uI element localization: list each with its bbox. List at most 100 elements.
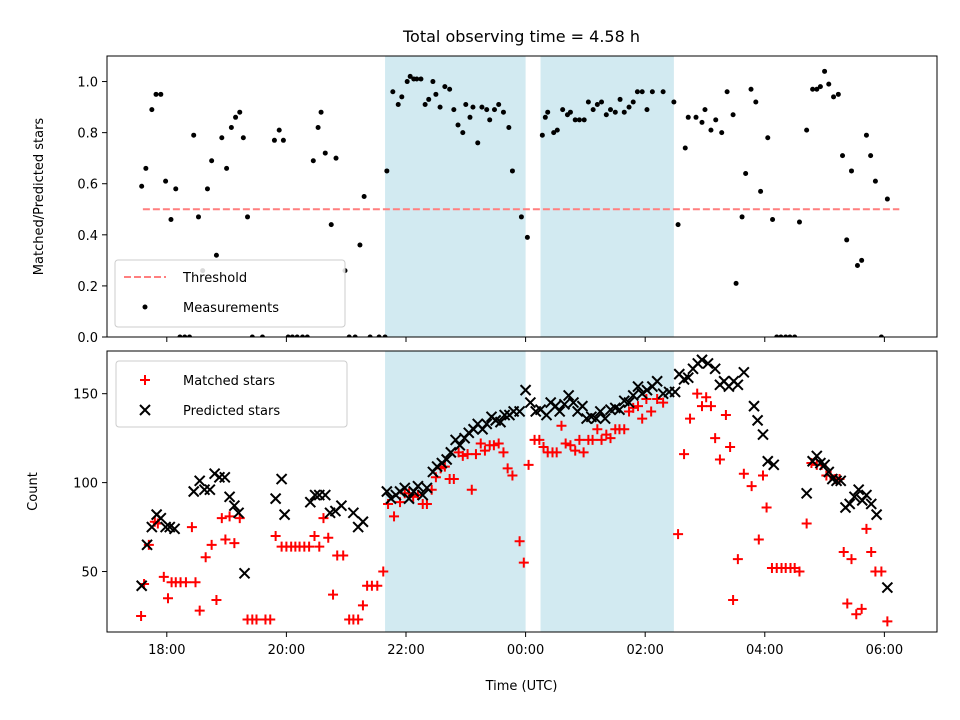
predicted-star-marker <box>399 482 411 494</box>
matched-star-marker <box>462 449 473 460</box>
measurement-point <box>743 171 749 177</box>
matched-star-marker <box>534 434 545 445</box>
predicted-star-marker <box>709 363 721 375</box>
measurement-point <box>675 222 681 228</box>
y-tick-label: 150 <box>73 388 98 403</box>
measurement-point <box>804 127 810 133</box>
matched-star-marker <box>216 513 227 524</box>
measurement-point <box>177 334 183 337</box>
predicted-star-marker <box>494 416 507 428</box>
matched-star-marker <box>194 605 205 616</box>
matched-star-marker <box>846 554 857 565</box>
matched-star-marker <box>592 424 603 435</box>
predicted-star-marker <box>519 384 532 396</box>
matched-star-marker <box>323 532 334 543</box>
legend-box <box>115 360 348 428</box>
matched-star-marker <box>658 397 669 408</box>
matched-star-marker <box>357 600 368 611</box>
matched-star-marker <box>720 410 731 421</box>
measurement-point <box>630 99 636 105</box>
measurement-point <box>639 89 645 95</box>
matched-star-marker <box>556 420 567 431</box>
plot-frame <box>106 55 938 338</box>
predicted-star-marker <box>193 475 206 487</box>
predicted-star-marker <box>357 516 369 528</box>
measurement-point <box>644 107 650 113</box>
matched-star-marker <box>882 616 893 627</box>
measurement-point <box>792 334 798 337</box>
measurement-point <box>289 334 295 337</box>
measurement-point <box>854 262 860 268</box>
measurement-point <box>418 76 424 82</box>
legend-measurement-swatch <box>142 304 148 310</box>
matched-star-marker <box>466 484 477 495</box>
measurement-point <box>228 125 234 131</box>
y-tick-label: 100 <box>73 477 98 492</box>
measurement-point <box>430 79 436 85</box>
predicted-star-marker <box>213 471 226 483</box>
x-tick-label: 18:00 <box>148 643 185 658</box>
predicted-star-marker <box>599 412 611 425</box>
measurement-point <box>509 168 515 174</box>
legend-matched-swatch <box>140 375 150 385</box>
measurement-point <box>774 334 780 337</box>
legend-predicted-label: Predicted stars <box>183 404 280 419</box>
measurement-point <box>572 117 578 123</box>
predicted-star-marker <box>623 396 635 409</box>
matched-star-marker <box>318 513 329 524</box>
measurement-point <box>826 81 832 87</box>
measurement-point <box>884 196 890 202</box>
predicted-star-marker <box>232 507 245 519</box>
predicted-star-marker <box>540 409 553 421</box>
predicted-star-marker <box>135 580 148 592</box>
y-tick-label: 50 <box>81 566 98 581</box>
predicted-star-marker <box>860 489 873 501</box>
matched-star-marker <box>378 566 389 577</box>
measurement-point <box>204 186 210 192</box>
matched-star-marker <box>328 589 339 600</box>
predicted-star-marker <box>818 459 831 471</box>
predicted-star-marker <box>381 485 393 498</box>
legend-box <box>114 259 346 328</box>
measurement-point <box>463 102 469 108</box>
matched-star-marker <box>475 438 486 449</box>
measurement-point <box>479 104 485 110</box>
predicted-star-marker <box>738 366 750 379</box>
predicted-star-marker <box>309 489 321 501</box>
measurement-point <box>384 168 390 174</box>
measurement-point <box>835 91 841 97</box>
measurement-point <box>404 79 410 85</box>
x-tick-label: 02:00 <box>626 643 663 658</box>
measurement-point <box>868 153 874 159</box>
predicted-star-marker <box>146 521 158 533</box>
measurement-point <box>590 107 596 113</box>
measurement-point <box>276 127 282 133</box>
measurement-point <box>433 91 439 97</box>
measurement-point <box>304 334 310 337</box>
measurement-point <box>585 99 591 105</box>
measurement-point <box>470 104 476 110</box>
predicted-star-marker <box>641 384 653 396</box>
measurement-point <box>467 114 473 120</box>
legend-matched-label: Matched stars <box>183 374 275 389</box>
predicted-star-marker <box>632 380 644 393</box>
predicted-star-marker <box>498 409 511 421</box>
matched-star-marker <box>728 594 739 605</box>
measurement-point <box>649 89 655 95</box>
matched-star-marker <box>538 442 549 453</box>
measurement-point <box>426 96 432 102</box>
measurement-point <box>460 130 466 136</box>
matched-star-marker <box>685 413 696 424</box>
measurement-point <box>671 99 677 105</box>
matched-star-marker <box>448 474 459 485</box>
matched-star-marker <box>646 406 657 417</box>
measurement-point <box>518 214 524 220</box>
predicted-star-marker <box>412 480 424 492</box>
matched-star-marker <box>206 539 217 550</box>
measurement-point <box>249 334 255 337</box>
predicted-star-marker <box>651 375 663 387</box>
measurement-point <box>817 84 823 90</box>
predicted-star-marker <box>590 412 602 425</box>
measurement-point <box>708 127 714 133</box>
predicted-star-marker <box>558 398 571 411</box>
